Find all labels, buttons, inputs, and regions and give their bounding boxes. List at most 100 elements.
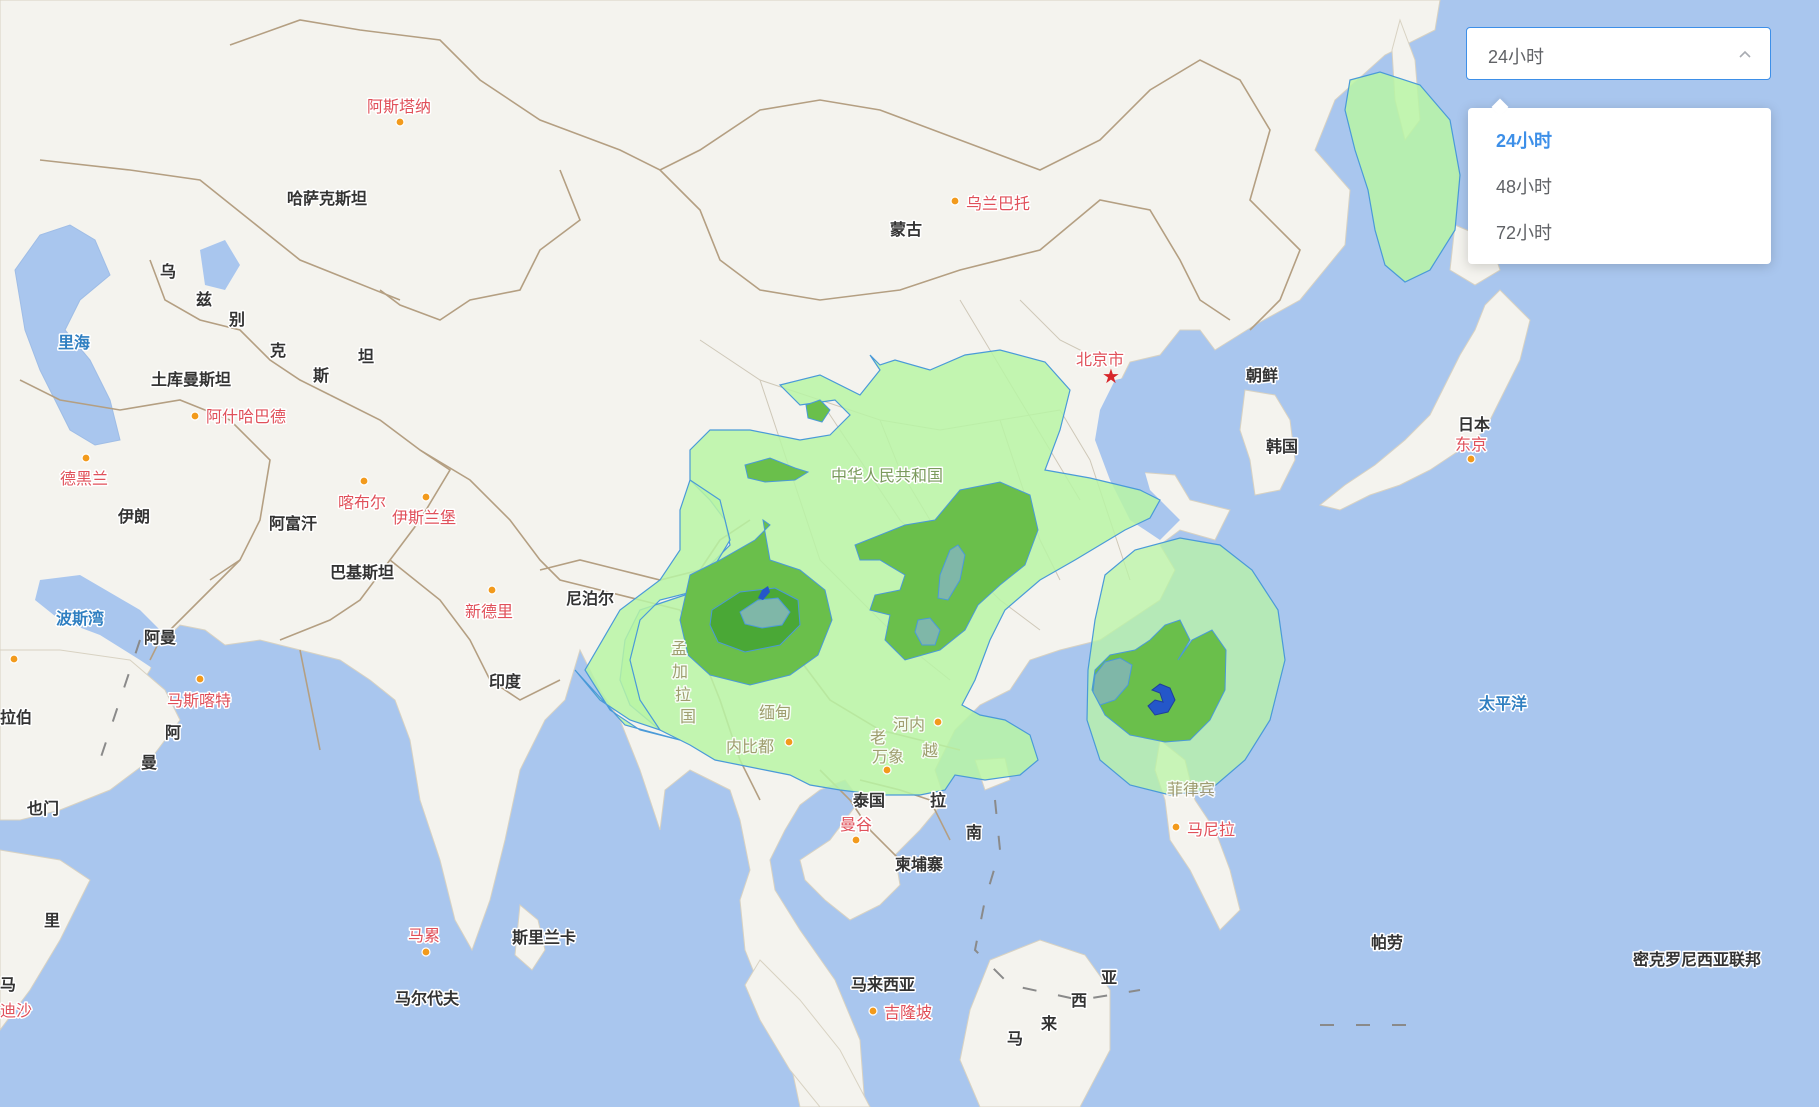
- label-turkmenistan: 土库曼斯坦: [151, 370, 231, 389]
- label-manila: 马尼拉: [1187, 820, 1235, 839]
- label-palau: 帕劳: [1371, 933, 1403, 952]
- city-markers: [9, 117, 1476, 1016]
- islamabad-dot: [421, 492, 431, 502]
- label-oman: 阿曼: [144, 628, 176, 647]
- label-nkorea: 朝鲜: [1246, 366, 1278, 385]
- label-cambodia: 柬埔寨: [895, 855, 943, 874]
- label-persian-gulf: 波斯湾: [56, 609, 104, 628]
- label-yemen: 也门: [27, 799, 59, 818]
- label-naypyidaw: 内比都: [726, 737, 774, 756]
- rain-storm-east: [1147, 683, 1176, 716]
- label-ashgabat: 阿什哈巴德: [206, 407, 286, 426]
- label-my-2: 西: [1071, 991, 1087, 1010]
- label-edge-2: 迪沙: [0, 1001, 32, 1020]
- vientiane-dot: [882, 765, 892, 775]
- label-caspian: 里海: [58, 333, 90, 352]
- label-uz-1: 乌: [160, 262, 176, 281]
- label-uz-5: 斯: [313, 366, 329, 385]
- land-somalia: [0, 849, 91, 1031]
- label-afghanistan: 阿富汗: [269, 514, 317, 533]
- west-dot: [9, 654, 19, 664]
- label-uz-3: 别: [228, 310, 245, 329]
- label-maldives: 马尔代夫: [395, 989, 460, 1008]
- label-vientiane: 万象: [872, 747, 904, 766]
- naypyidaw-dot: [784, 737, 794, 747]
- period-dropdown-menu: 24小时 48小时 72小时: [1468, 98, 1771, 264]
- label-oman-2: 阿: [165, 723, 181, 742]
- label-vn-1: 越: [922, 741, 938, 760]
- persian-gulf: [35, 575, 190, 680]
- rain-heavier-sichuan: [739, 597, 791, 629]
- land-japan: [1318, 289, 1531, 511]
- label-tehran: 德黑兰: [60, 469, 108, 488]
- label-china: 中华人民共和国: [831, 466, 943, 485]
- rain-light-west: [574, 479, 731, 741]
- ashgabat-dot: [190, 411, 200, 421]
- label-astana: 阿斯塔纳: [367, 97, 431, 116]
- label-skorea: 韩国: [1266, 437, 1298, 456]
- label-hanoi: 河内: [893, 715, 925, 734]
- label-edge-1: 马: [0, 975, 16, 994]
- period-options: 24小时 48小时 72小时: [1468, 108, 1771, 256]
- manila-dot: [1171, 822, 1181, 832]
- label-vn-2: 南: [966, 823, 982, 842]
- label-beijing: 北京市: [1076, 350, 1124, 369]
- label-kl: 吉隆坡: [884, 1003, 932, 1022]
- land-sumatra: [744, 959, 871, 1107]
- label-laos: 老: [870, 728, 886, 747]
- bangkok-dot: [851, 835, 861, 845]
- label-uz-4: 克: [270, 341, 286, 360]
- tehran-dot: [81, 453, 91, 463]
- rain-light-north: [1344, 71, 1461, 283]
- beijing-star-icon: ★: [1102, 364, 1120, 388]
- label-oman-3: 曼: [141, 753, 157, 772]
- label-tokyo: 东京: [1455, 435, 1487, 454]
- tokyo-dot: [1466, 454, 1476, 464]
- label-pakistan: 巴基斯坦: [330, 563, 394, 582]
- hanoi-dot: [933, 717, 943, 727]
- period-option-24h[interactable]: 24小时: [1496, 131, 1553, 151]
- label-somalia: 里: [44, 911, 60, 930]
- label-my-1: 亚: [1101, 968, 1117, 987]
- label-micronesia: 密克罗尼西亚联邦: [1632, 950, 1761, 969]
- land-borneo: [959, 939, 1111, 1107]
- label-my-4: 马: [1007, 1029, 1023, 1048]
- label-my-3: 来: [1040, 1014, 1058, 1033]
- label-malaysia: 马来西亚: [851, 975, 915, 994]
- chevron-up-icon: [1739, 50, 1751, 58]
- label-arabia: 拉伯: [0, 708, 32, 727]
- label-bd-3: 拉: [675, 685, 691, 704]
- map-labels: 阿斯塔纳 哈萨克斯坦 乌兰巴托 蒙古 乌 兹 别 克 斯 坦 里海 土库曼斯坦 …: [0, 96, 1763, 1050]
- label-ulaanbaatar: 乌兰巴托: [966, 194, 1030, 213]
- rain-moderate-east: [1091, 619, 1227, 743]
- label-male: 马累: [408, 926, 440, 945]
- label-philippines: 菲律宾: [1167, 780, 1215, 799]
- label-thailand: 泰国: [852, 791, 885, 810]
- rain-storm-sichuan: [758, 586, 770, 600]
- land-srilanka: [514, 904, 546, 971]
- muscat-dot: [195, 674, 205, 684]
- period-select-value: 24小时: [1488, 47, 1545, 67]
- label-sri-lanka: 斯里兰卡: [512, 928, 576, 947]
- label-bd-1: 孟: [671, 639, 687, 658]
- period-option-72h[interactable]: 72小时: [1496, 223, 1553, 243]
- astana-dot: [395, 117, 405, 127]
- label-india: 印度: [489, 672, 522, 691]
- rain-moderate-north1: [805, 399, 831, 423]
- label-bd-2: 加: [672, 662, 688, 681]
- male-dot: [421, 947, 431, 957]
- label-iran: 伊朗: [117, 507, 150, 526]
- period-option-48h[interactable]: 48小时: [1496, 177, 1553, 197]
- label-myanmar: 缅甸: [759, 703, 791, 722]
- label-uz-2: 兹: [196, 290, 212, 309]
- label-nepal: 尼泊尔: [566, 589, 614, 608]
- kabul-dot: [359, 476, 369, 486]
- label-pacific: 太平洋: [1478, 694, 1527, 713]
- aral-sea: [200, 240, 240, 290]
- period-select[interactable]: 24小时: [1466, 27, 1771, 80]
- land-arabia: [0, 649, 181, 821]
- rainfall-layer: [574, 71, 1461, 796]
- rain-heavier-central: [937, 544, 966, 601]
- label-japan: 日本: [1458, 415, 1490, 434]
